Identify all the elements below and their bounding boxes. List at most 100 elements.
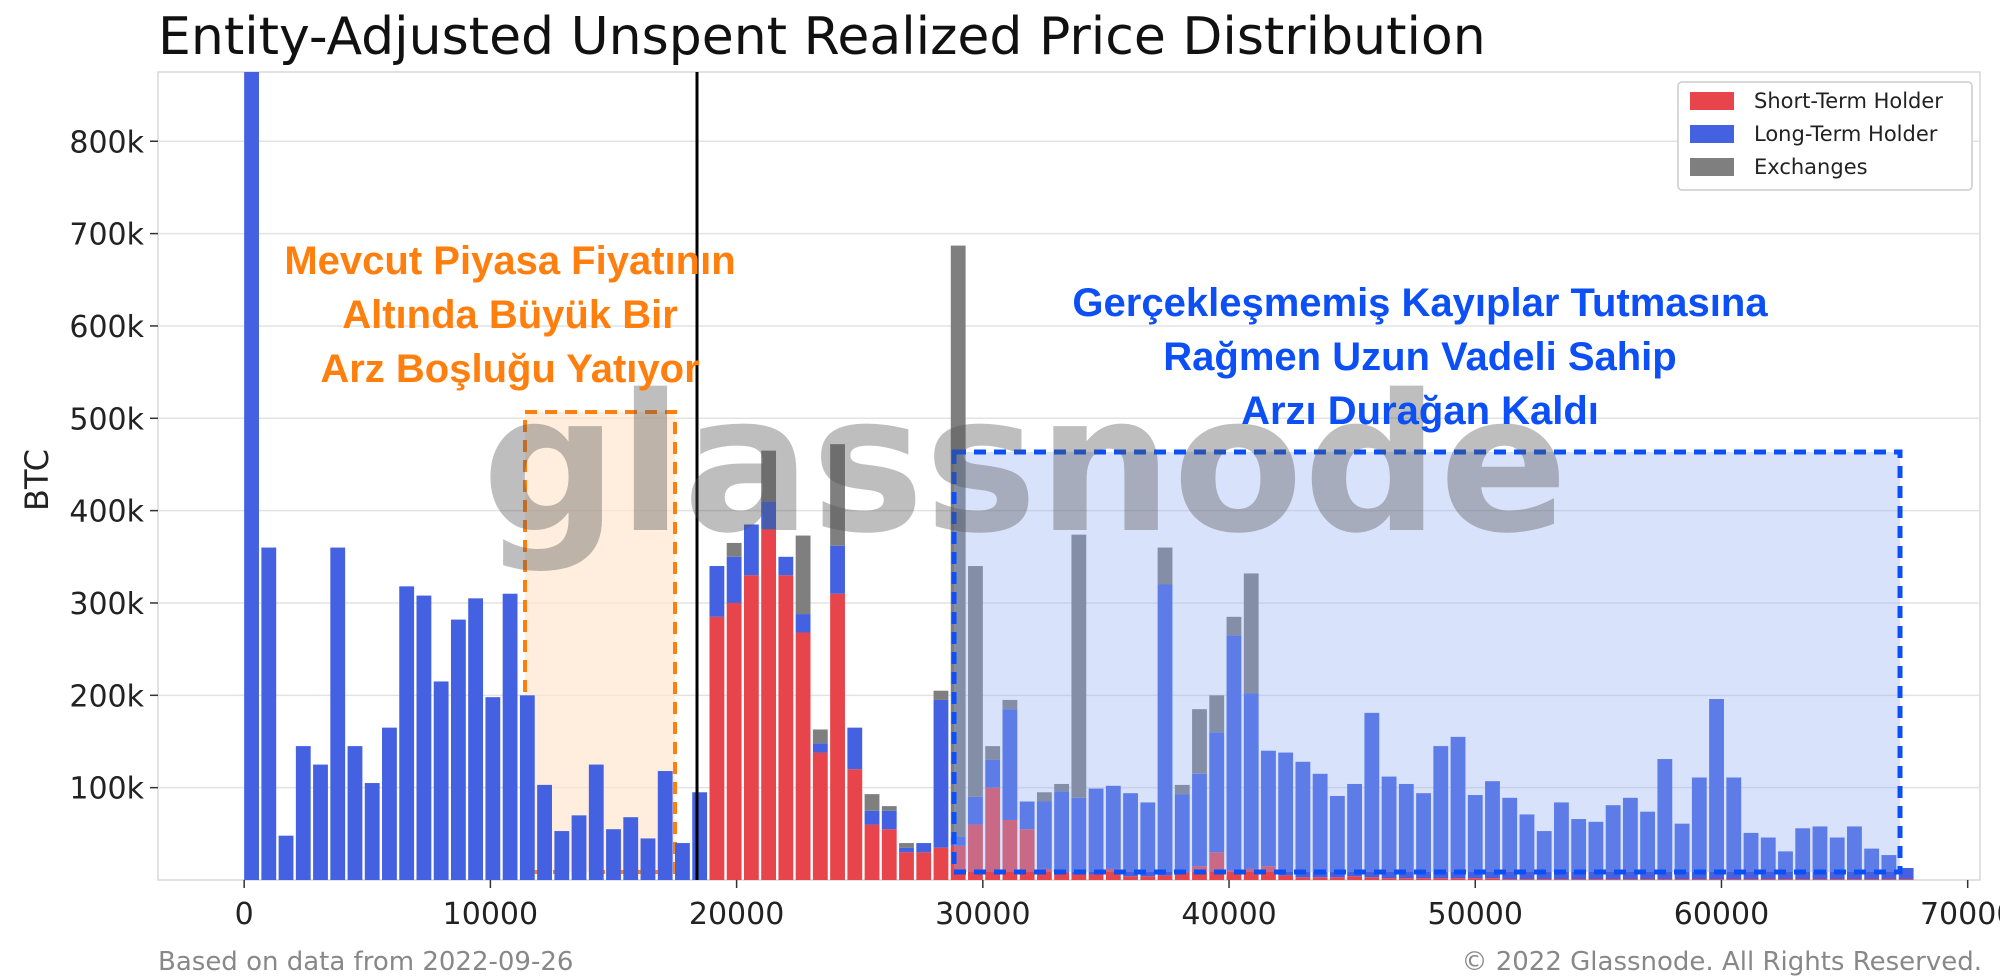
bar-exchanges — [761, 450, 777, 502]
bar-short-term-holder — [778, 575, 794, 880]
bar-exchanges — [1226, 616, 1242, 636]
bar-short-term-holder — [1864, 879, 1880, 880]
bar-exchanges — [968, 566, 983, 797]
bar-long-term-holder — [1019, 801, 1035, 830]
bar-long-term-holder — [1329, 795, 1345, 878]
bar-long-term-holder — [1157, 584, 1173, 876]
bar-short-term-holder — [1123, 876, 1138, 880]
bar-short-term-holder — [899, 852, 914, 880]
bar-long-term-holder — [1467, 795, 1483, 879]
bar-long-term-holder — [330, 547, 346, 880]
x-tick-label: 70000 — [1920, 897, 2000, 932]
bar-long-term-holder — [1036, 801, 1052, 869]
bar-short-term-holder — [881, 829, 897, 880]
bar-short-term-holder — [830, 593, 845, 880]
bar-series — [244, 72, 1914, 880]
legend-swatch-exchanges — [1690, 158, 1734, 176]
bar-short-term-holder — [1157, 875, 1173, 880]
bar-long-term-holder — [1536, 831, 1552, 880]
bar-exchanges — [1071, 534, 1087, 798]
blue-annotation-line-2: Rağmen Uzun Vadeli Sahip — [1163, 335, 1676, 379]
y-tick-label: 600k — [69, 310, 144, 345]
bar-long-term-holder — [778, 556, 794, 576]
bar-short-term-holder — [1743, 879, 1759, 880]
bar-long-term-holder — [899, 847, 914, 853]
bar-short-term-holder — [1381, 878, 1397, 880]
bar-short-term-holder — [1726, 879, 1742, 880]
bar-short-term-holder — [726, 602, 742, 880]
bar-long-term-holder — [1192, 773, 1207, 867]
bar-long-term-holder — [1743, 832, 1759, 880]
y-tick-label: 200k — [69, 679, 144, 714]
bar-short-term-holder — [1295, 877, 1311, 880]
bar-long-term-holder — [864, 810, 880, 825]
bar-long-term-holder — [1502, 797, 1518, 880]
bar-short-term-holder — [1760, 879, 1776, 880]
bar-long-term-holder — [1381, 776, 1397, 879]
bar-exchanges — [933, 690, 949, 700]
bar-long-term-holder — [1088, 788, 1104, 875]
bar-long-term-holder — [916, 843, 932, 853]
bar-short-term-holder — [1605, 879, 1621, 880]
bar-long-term-holder — [1847, 826, 1862, 880]
bar-short-term-holder — [1226, 870, 1242, 880]
bar-long-term-holder — [1588, 821, 1604, 880]
bar-long-term-holder — [519, 695, 535, 880]
bar-long-term-holder — [830, 545, 845, 594]
bar-long-term-holder — [261, 547, 277, 880]
bar-exchanges — [1174, 784, 1190, 795]
bar-exchanges — [899, 843, 914, 848]
x-tick-label: 50000 — [1428, 897, 1523, 932]
chart-title: Entity-Adjusted Unspent Realized Price D… — [158, 7, 1486, 67]
bar-short-term-holder — [985, 787, 1001, 880]
bar-long-term-holder — [847, 727, 863, 770]
bar-exchanges — [726, 542, 742, 557]
bar-long-term-holder — [364, 783, 380, 880]
bar-long-term-holder — [743, 524, 759, 576]
bar-short-term-holder — [1691, 879, 1707, 880]
y-tick-label: 500k — [69, 402, 144, 437]
bar-long-term-holder — [1002, 709, 1018, 820]
bar-short-term-holder — [1502, 879, 1518, 880]
orange-annotation-line-3: Arz Boşluğu Yatıyor — [320, 347, 699, 391]
x-tick-label: 20000 — [689, 897, 784, 932]
bar-exchanges — [985, 746, 1001, 760]
bar-long-term-holder — [1209, 732, 1225, 853]
bar-long-term-holder — [295, 746, 311, 880]
x-tick-label: 60000 — [1674, 897, 1769, 932]
bar-long-term-holder — [1760, 837, 1776, 880]
bar-short-term-holder — [933, 847, 949, 880]
blue-annotation-line-3: Arzı Durağan Kaldı — [1241, 389, 1599, 433]
bar-long-term-holder — [571, 815, 587, 880]
bar-short-term-holder — [1812, 879, 1828, 880]
bar-long-term-holder — [1398, 783, 1414, 879]
bar-short-term-holder — [1364, 877, 1380, 880]
bar-short-term-holder — [1467, 878, 1483, 880]
bar-long-term-holder — [1261, 750, 1276, 867]
bar-long-term-holder — [1605, 805, 1621, 880]
bar-long-term-holder — [1347, 783, 1363, 877]
bar-short-term-holder — [1312, 877, 1328, 880]
bar-short-term-holder — [1485, 878, 1500, 880]
bar-short-term-holder — [1140, 876, 1156, 880]
orange-annotation-line-2: Altında Büyük Bir — [342, 293, 678, 337]
bar-long-term-holder — [761, 501, 777, 530]
bar-short-term-holder — [916, 852, 932, 880]
bar-short-term-holder — [1709, 879, 1724, 880]
bar-short-term-holder — [761, 529, 777, 880]
orange-annotation-line-1: Mevcut Piyasa Fiyatının — [284, 239, 735, 283]
bar-long-term-holder — [1657, 759, 1673, 880]
bar-exchanges — [1192, 709, 1207, 774]
bar-exchanges — [1209, 695, 1225, 733]
bar-long-term-holder — [313, 764, 328, 880]
bar-long-term-holder — [1674, 823, 1690, 880]
bar-short-term-holder — [1881, 879, 1897, 880]
bar-short-term-holder — [1174, 872, 1190, 880]
bar-short-term-holder — [1002, 819, 1018, 880]
legend-box — [1677, 81, 1973, 191]
bar-long-term-holder — [795, 614, 811, 633]
bar-short-term-holder — [1571, 879, 1587, 880]
bar-exchanges — [950, 245, 966, 837]
bar-long-term-holder — [1140, 802, 1156, 877]
bar-long-term-holder — [1105, 785, 1121, 869]
